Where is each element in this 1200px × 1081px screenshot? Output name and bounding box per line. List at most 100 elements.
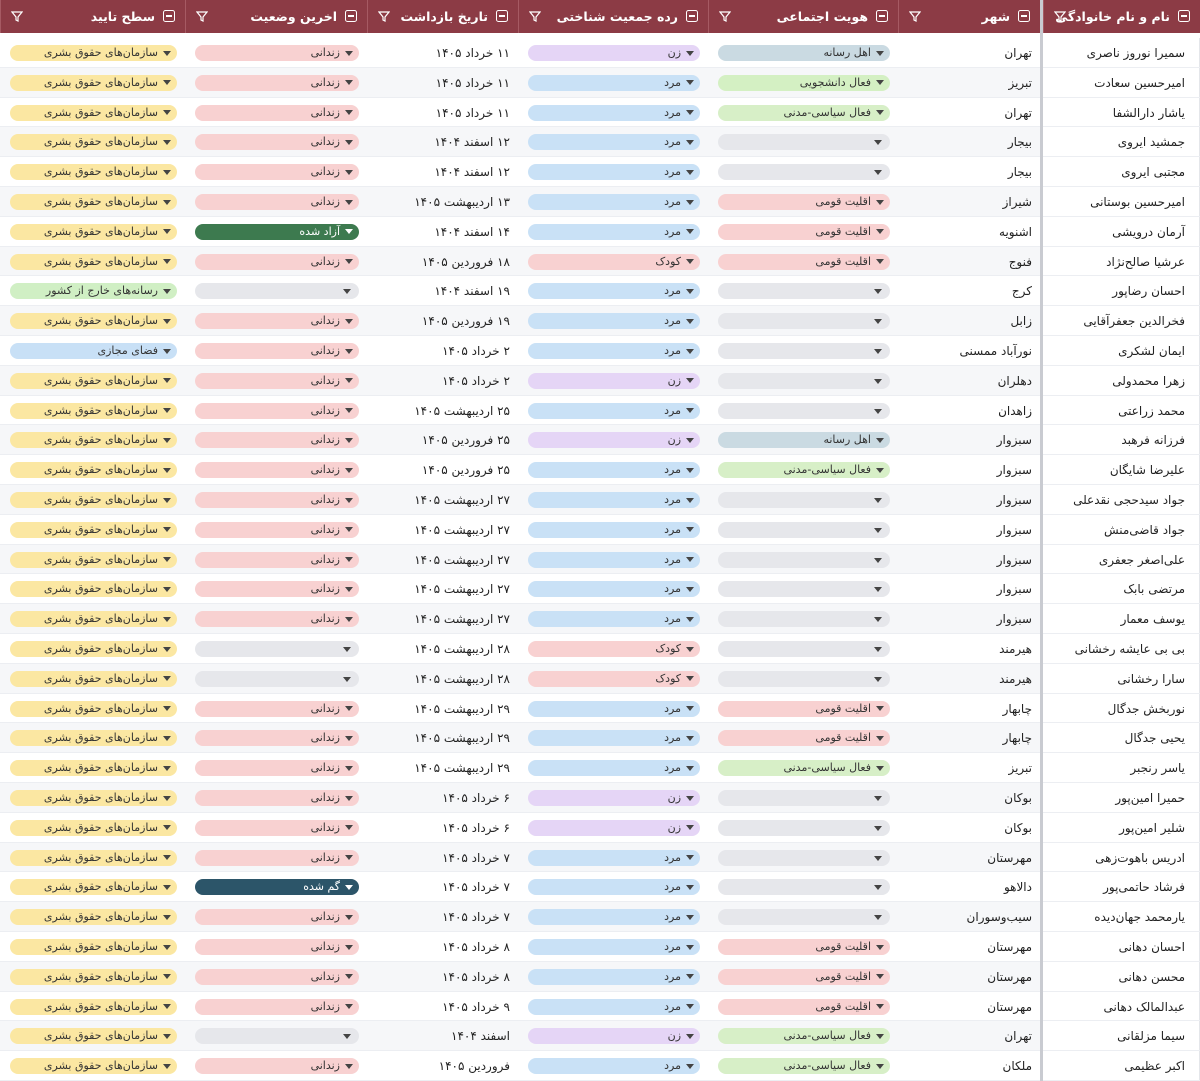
dropdown-arrow[interactable] bbox=[163, 259, 171, 265]
dropdown-arrow[interactable] bbox=[343, 676, 351, 682]
dropdown-arrow[interactable] bbox=[686, 139, 694, 145]
dropdown-arrow[interactable] bbox=[686, 408, 694, 414]
dropdown-arrow[interactable] bbox=[345, 944, 353, 950]
dropdown-arrow[interactable] bbox=[876, 437, 884, 443]
last-status-tag[interactable]: زندانی bbox=[195, 611, 359, 628]
dropdown-arrow[interactable] bbox=[163, 1063, 171, 1069]
verification-tag[interactable]: سازمان‌های حقوق بشری bbox=[10, 194, 177, 210]
last-status-tag[interactable]: زندانی bbox=[195, 909, 359, 926]
verification-tag[interactable]: سازمان‌های حقوق بشری bbox=[10, 641, 177, 657]
social-identity-tag[interactable]: اقلیت قومی bbox=[718, 194, 890, 210]
dropdown-arrow[interactable] bbox=[874, 170, 882, 176]
dropdown-arrow[interactable] bbox=[686, 676, 694, 682]
last-status-tag[interactable]: زندانی bbox=[195, 521, 359, 538]
verification-tag[interactable]: سازمان‌های حقوق بشری bbox=[10, 1028, 177, 1045]
dropdown-arrow[interactable] bbox=[686, 914, 694, 920]
verification-tag[interactable]: سازمان‌های حقوق بشری bbox=[10, 819, 177, 836]
social-identity-tag[interactable]: فعال سیاسی-مدنی bbox=[718, 104, 890, 121]
dropdown-arrow[interactable] bbox=[163, 735, 171, 741]
dropdown-arrow[interactable] bbox=[686, 318, 694, 324]
social-identity-tag[interactable] bbox=[718, 641, 890, 657]
last-status-tag[interactable]: زندانی bbox=[195, 194, 359, 210]
last-status-tag[interactable]: زندانی bbox=[195, 45, 359, 61]
column-header[interactable]: رده جمعیت شناختی bbox=[518, 0, 708, 33]
dropdown-arrow[interactable] bbox=[163, 944, 171, 950]
last-status-tag[interactable]: زندانی bbox=[195, 402, 359, 419]
dropdown-arrow[interactable] bbox=[163, 378, 171, 384]
demographic-tag[interactable]: مرد bbox=[528, 760, 700, 777]
verification-tag[interactable]: سازمان‌های حقوق بشری bbox=[10, 849, 177, 866]
demographic-tag[interactable]: مرد bbox=[528, 1058, 700, 1075]
social-identity-tag[interactable]: اهل رسانه bbox=[718, 432, 890, 449]
demographic-tag[interactable]: مرد bbox=[528, 551, 700, 568]
demographic-tag[interactable]: زن bbox=[528, 372, 700, 389]
social-identity-tag[interactable] bbox=[718, 343, 890, 359]
social-identity-tag[interactable] bbox=[718, 372, 890, 389]
verification-tag[interactable]: سازمان‌های حقوق بشری bbox=[10, 879, 177, 896]
social-identity-tag[interactable] bbox=[718, 909, 890, 926]
dropdown-arrow[interactable] bbox=[686, 646, 694, 652]
last-status-tag[interactable]: زندانی bbox=[195, 790, 359, 806]
dropdown-arrow[interactable] bbox=[686, 706, 694, 712]
last-status-tag[interactable]: زندانی bbox=[195, 164, 359, 181]
last-status-tag[interactable] bbox=[195, 641, 359, 657]
dropdown-arrow[interactable] bbox=[876, 974, 884, 980]
last-status-tag[interactable]: زندانی bbox=[195, 313, 359, 330]
verification-tag[interactable]: سازمان‌های حقوق بشری bbox=[10, 223, 177, 240]
dropdown-arrow[interactable] bbox=[345, 1063, 353, 1069]
demographic-tag[interactable]: مرد bbox=[528, 909, 700, 926]
verification-tag[interactable]: سازمان‌های حقوق بشری bbox=[10, 521, 177, 538]
dropdown-arrow[interactable] bbox=[874, 557, 882, 563]
dropdown-arrow[interactable] bbox=[345, 855, 353, 861]
social-identity-tag[interactable]: اقلیت قومی bbox=[718, 253, 890, 270]
dropdown-arrow[interactable] bbox=[686, 497, 694, 503]
dropdown-arrow[interactable] bbox=[345, 318, 353, 324]
column-header[interactable]: تاریخ بازداشت bbox=[367, 0, 518, 33]
last-status-tag[interactable]: زندانی bbox=[195, 492, 359, 508]
social-identity-tag[interactable]: فعال سیاسی-مدنی bbox=[718, 1058, 890, 1075]
dropdown-arrow[interactable] bbox=[163, 50, 171, 56]
dropdown-arrow[interactable] bbox=[874, 140, 882, 146]
demographic-tag[interactable]: مرد bbox=[528, 521, 700, 538]
dropdown-arrow[interactable] bbox=[874, 647, 882, 652]
dropdown-arrow[interactable] bbox=[686, 378, 694, 384]
dropdown-arrow[interactable] bbox=[874, 289, 882, 295]
dropdown-arrow[interactable] bbox=[163, 169, 171, 175]
demographic-tag[interactable]: مرد bbox=[528, 879, 700, 896]
demographic-tag[interactable]: مرد bbox=[528, 134, 700, 151]
dropdown-arrow[interactable] bbox=[874, 378, 882, 384]
dropdown-arrow[interactable] bbox=[874, 796, 882, 801]
dropdown-arrow[interactable] bbox=[874, 885, 882, 891]
last-status-tag[interactable]: زندانی bbox=[195, 104, 359, 121]
social-identity-tag[interactable]: اقلیت قومی bbox=[718, 730, 890, 747]
demographic-tag[interactable]: زن bbox=[528, 1028, 700, 1045]
dropdown-arrow[interactable] bbox=[686, 259, 694, 265]
dropdown-arrow[interactable] bbox=[876, 50, 884, 56]
last-status-tag[interactable]: زندانی bbox=[195, 819, 359, 836]
dropdown-arrow[interactable] bbox=[163, 408, 171, 414]
social-identity-tag[interactable] bbox=[718, 790, 890, 806]
dropdown-arrow[interactable] bbox=[874, 825, 882, 831]
social-identity-tag[interactable] bbox=[718, 611, 890, 628]
verification-tag[interactable]: سازمان‌های حقوق بشری bbox=[10, 998, 177, 1015]
demographic-tag[interactable]: مرد bbox=[528, 194, 700, 210]
dropdown-arrow[interactable] bbox=[345, 467, 353, 473]
social-identity-tag[interactable] bbox=[718, 492, 890, 508]
verification-tag[interactable]: سازمان‌های حقوق بشری bbox=[10, 581, 177, 598]
dropdown-arrow[interactable] bbox=[163, 80, 171, 86]
social-identity-tag[interactable]: فعال سیاسی-مدنی bbox=[718, 760, 890, 777]
social-identity-tag[interactable] bbox=[718, 581, 890, 598]
dropdown-arrow[interactable] bbox=[163, 318, 171, 324]
verification-tag[interactable]: سازمان‌های حقوق بشری bbox=[10, 432, 177, 449]
filter-icon[interactable] bbox=[1054, 10, 1066, 22]
dropdown-arrow[interactable] bbox=[345, 408, 353, 414]
dropdown-arrow[interactable] bbox=[343, 647, 351, 652]
last-status-tag[interactable]: زندانی bbox=[195, 581, 359, 598]
verification-tag[interactable]: سازمان‌های حقوق بشری bbox=[10, 104, 177, 121]
verification-tag[interactable]: سازمان‌های حقوق بشری bbox=[10, 670, 177, 687]
demographic-tag[interactable]: مرد bbox=[528, 223, 700, 240]
demographic-tag[interactable]: مرد bbox=[528, 700, 700, 717]
last-status-tag[interactable]: زندانی bbox=[195, 134, 359, 151]
dropdown-arrow[interactable] bbox=[874, 408, 882, 414]
dropdown-arrow[interactable] bbox=[163, 437, 171, 443]
